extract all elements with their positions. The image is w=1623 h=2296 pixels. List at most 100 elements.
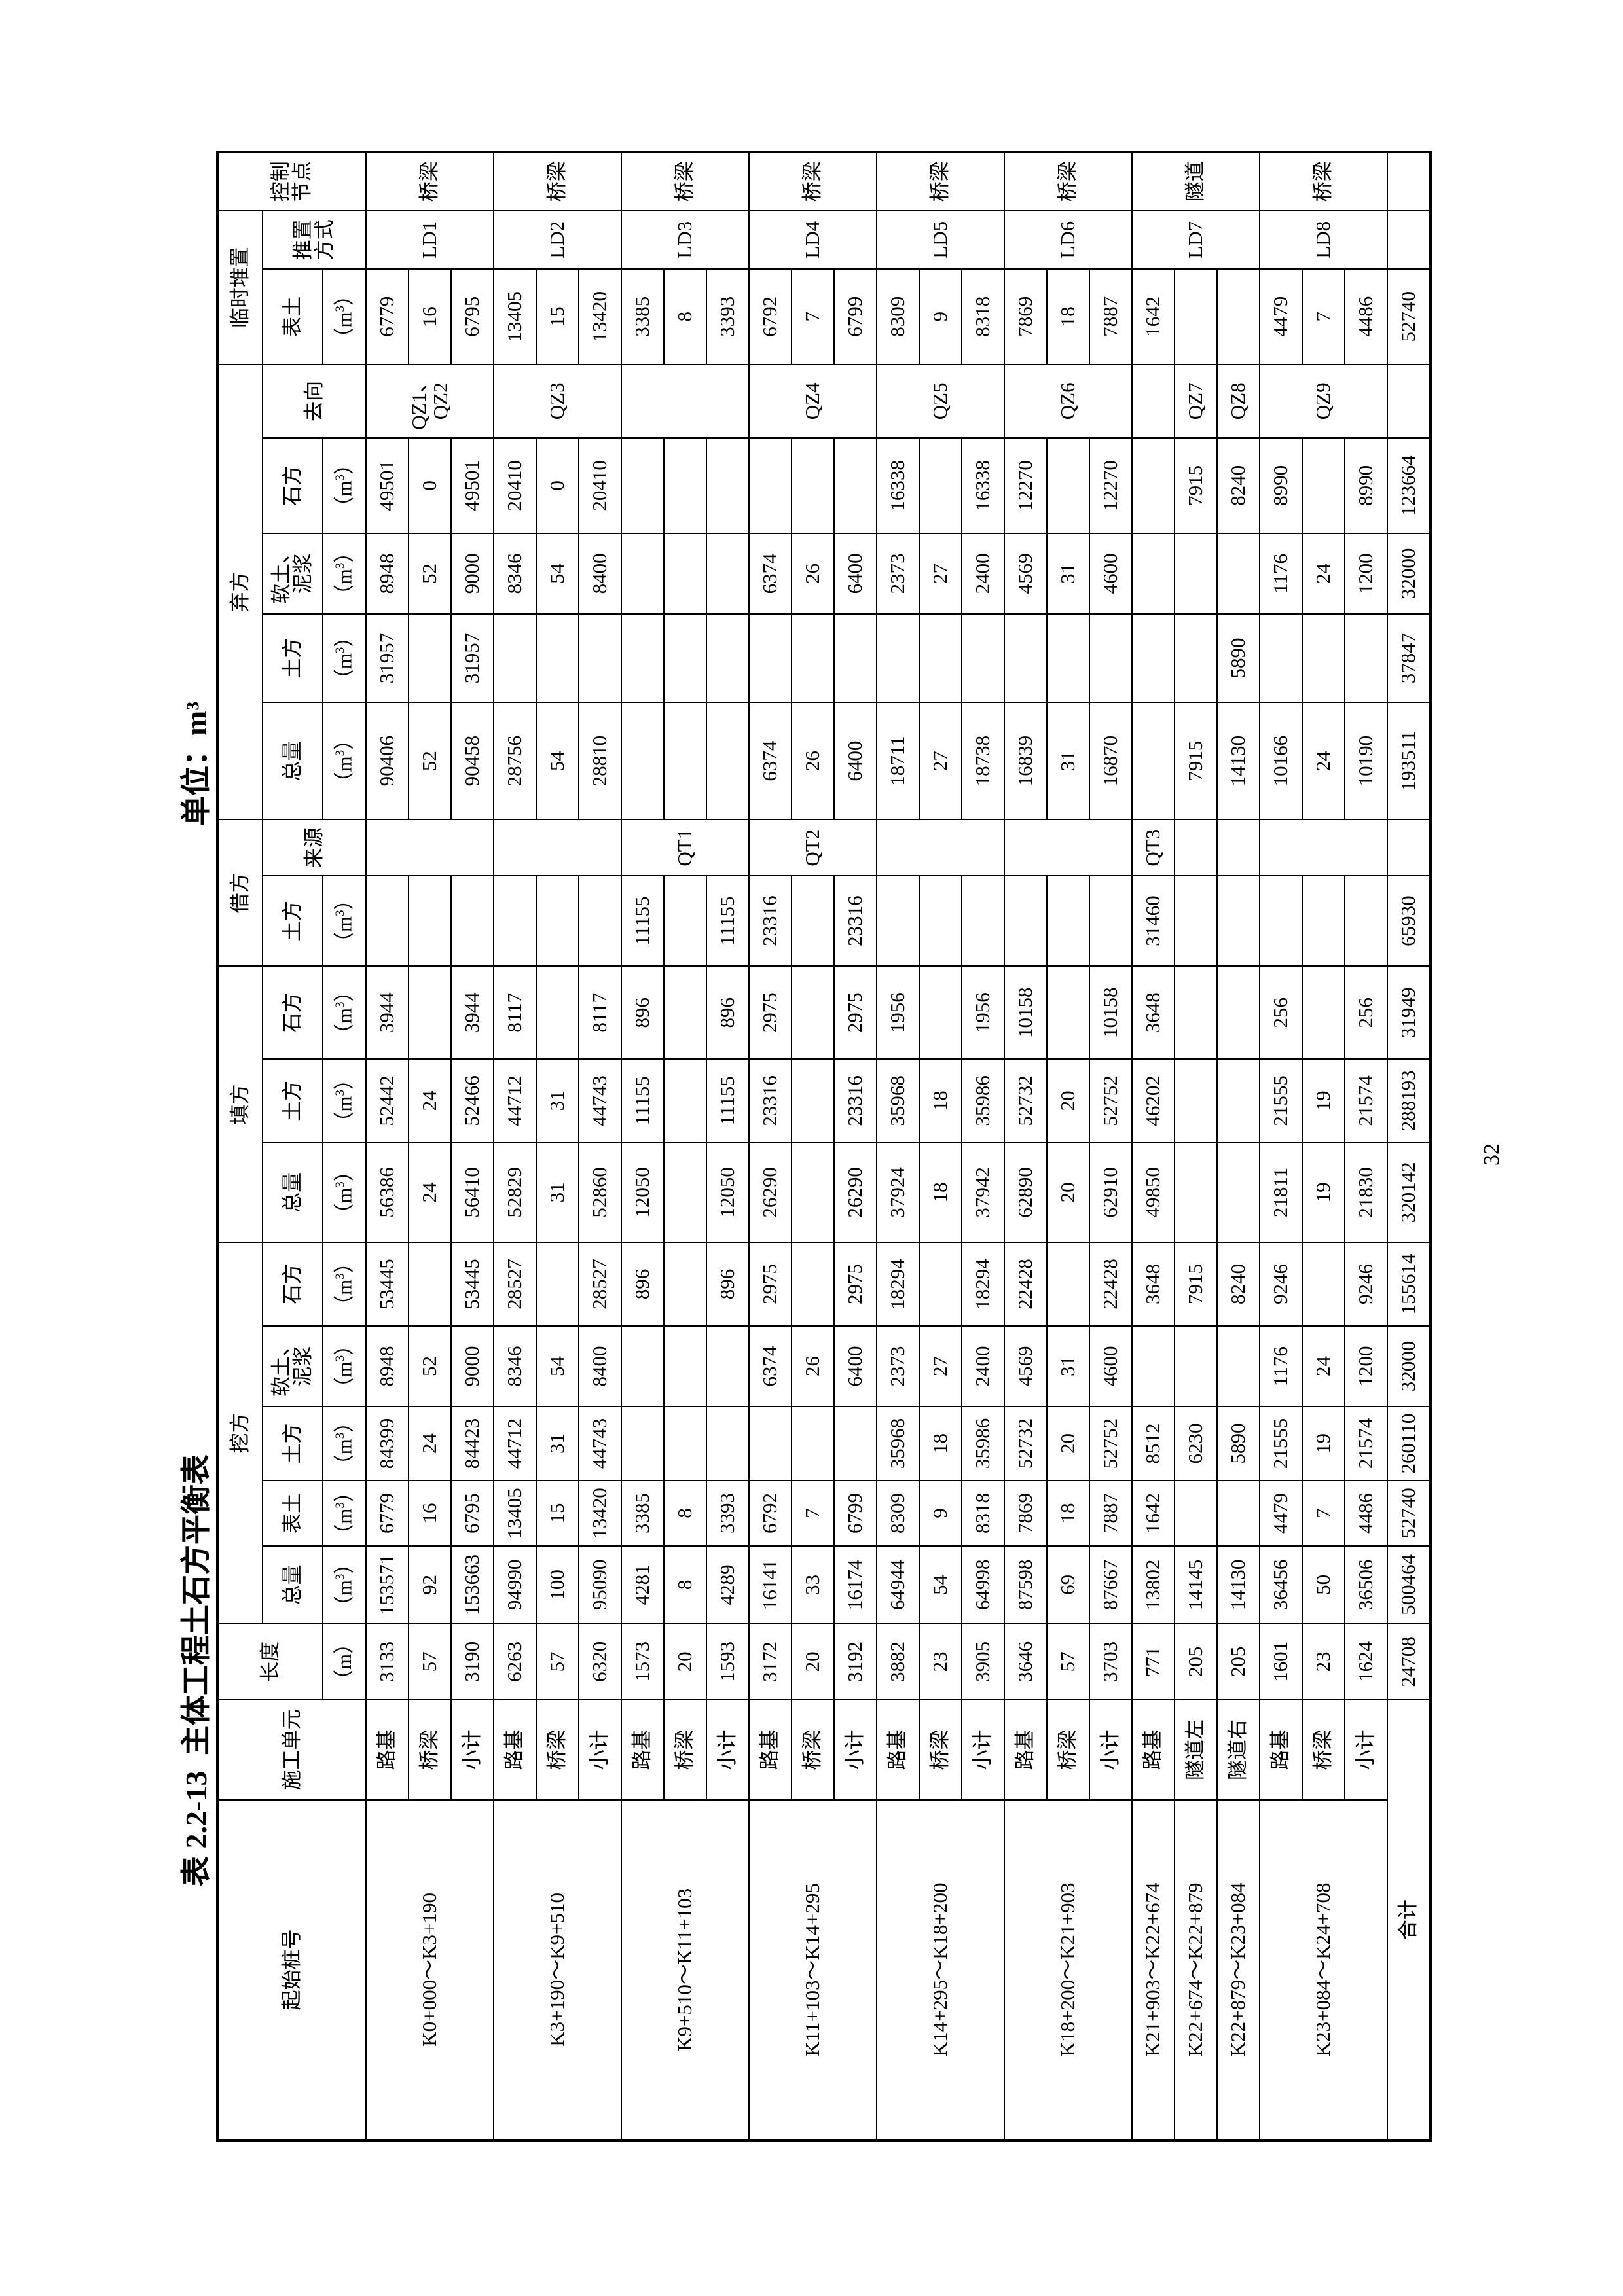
waste-rock-cell [749,438,792,533]
waste-rock-cell [1047,438,1089,533]
borrow-soil-cell [664,875,706,967]
unit-fill-total: （m3） [323,1142,366,1243]
waste-soft-cell: 54 [536,533,579,615]
method-cell: LD4 [749,210,877,269]
cut-soft-cell [1132,1325,1175,1407]
table-row: K22+879～K23+084 隧道右 205 14130 5890 8240 14130 5… [1217,152,1260,2140]
cut-soft-cell: 8400 [579,1325,621,1407]
dest-cell: QZ4 [749,364,877,439]
length-cell: 771 [1132,1623,1175,1700]
cut-soil-cell: 20 [1047,1407,1089,1480]
cut-topsoil-cell: 7 [1302,1480,1345,1547]
cut-rock-cell: 28527 [494,1242,536,1326]
fill-soil-cell: 44712 [494,1059,536,1143]
borrow-soil-cell [409,875,451,967]
waste-total-cell: 10166 [1260,702,1302,820]
fill-total-cell [792,1142,834,1243]
waste-rock-cell [834,438,877,533]
fill-total-cell [1217,1142,1260,1243]
cut-topsoil-cell: 6799 [834,1480,877,1547]
cut-rock-cell: 9246 [1260,1242,1302,1326]
borrow-soil-cell [792,875,834,967]
fill-soil-cell: 52466 [451,1059,494,1143]
unit-cell: 路基 [749,1700,792,1800]
fill-rock-cell: 1956 [877,966,919,1060]
fill-soil-cell: 11155 [706,1059,749,1143]
header-waste-rock: 石方 [263,438,323,533]
borrow-soil-cell [962,875,1004,967]
unit-cut-rock: （m3） [323,1242,366,1326]
waste-soil-cell [1260,614,1302,702]
temp-topsoil-cell: 7 [792,268,834,365]
fill-rock-cell: 3648 [1132,966,1175,1060]
fill-total-cell: 56386 [366,1142,409,1243]
table-row: K23+084～K24+708 路基 1601 36456 4479 21555 1176 9… [1260,152,1387,2140]
header-cut-rock: 石方 [263,1242,323,1326]
waste-soft-cell [1217,533,1260,615]
node-cell: 桥梁 [366,152,494,211]
fill-total-cell: 26290 [749,1142,792,1243]
cut-topsoil-cell: 3385 [621,1480,664,1547]
header-cut-soil: 土方 [263,1407,323,1480]
cut-topsoil-cell: 4486 [1345,1480,1387,1547]
cut-topsoil-cell: 6779 [366,1480,409,1547]
cut-soil-cell: 35968 [877,1407,919,1480]
cut-soil-cell: 44712 [494,1407,536,1480]
cut-soft-cell: 8346 [494,1325,536,1407]
unit-cell: 隧道左 [1175,1700,1217,1800]
fill-soil-cell: 21555 [1260,1059,1302,1143]
waste-soil-cell [1004,614,1047,702]
waste-soil-cell [536,614,579,702]
cut-total-cell: 8 [664,1546,706,1624]
length-cell: 57 [536,1623,579,1700]
unit-temp-topsoil: （m3） [323,268,366,365]
unit-cell: 路基 [1004,1700,1047,1800]
borrow-soil-cell: 23316 [834,875,877,967]
cut-soil-cell: 84399 [366,1407,409,1480]
header-unit: 施工单元 [217,1700,366,1800]
station-cell: K3+190～K9+510 [494,1799,621,2140]
cut-soft-cell: 52 [409,1325,451,1407]
cut-soil-cell: 44743 [579,1407,621,1480]
fill-soil-cell [664,1059,706,1143]
waste-soft-cell: 6400 [834,533,877,615]
borrow-soil-cell: 31460 [1132,875,1175,967]
cut-rock-cell [1047,1242,1089,1326]
fill-total-cell: 20 [1047,1142,1089,1243]
header-cut-soft: 软土、泥浆 [263,1325,323,1407]
unit-waste-rock: （m3） [323,438,366,533]
cut-soft-cell: 24 [1302,1325,1345,1407]
waste-rock-cell: 8240 [1217,438,1260,533]
cut-soil-cell: 52752 [1089,1407,1132,1480]
unit-cell: 桥梁 [536,1700,579,1800]
fill-soil-cell: 31 [536,1059,579,1143]
borrow-soil-cell [1089,875,1132,967]
cut-topsoil-cell: 18 [1047,1480,1089,1547]
cut-total-cell: 14130 [1217,1546,1260,1624]
waste-rock-cell [1132,438,1175,533]
cut-soil-cell [834,1407,877,1480]
temp-topsoil-cell: 6779 [366,268,409,365]
waste-rock-cell [1302,438,1345,533]
waste-soft-cell: 52 [409,533,451,615]
dest-cell: QZ1、QZ2 [366,364,494,439]
waste-rock-cell: 0 [409,438,451,533]
waste-soft-cell: 31 [1047,533,1089,615]
header-waste: 弃方 [217,364,263,820]
cut-rock-cell: 22428 [1089,1242,1132,1326]
cut-total-cell: 33 [792,1546,834,1624]
cut-topsoil-cell: 8318 [962,1480,1004,1547]
cut-soft-cell: 4600 [1089,1325,1132,1407]
table-row: K22+674～K22+879 隧道左 205 14145 6230 7915 7915 79… [1175,152,1217,2140]
cut-soft-cell: 9000 [451,1325,494,1407]
cut-soil-cell: 21574 [1345,1407,1387,1480]
source-cell: QT1 [621,819,749,876]
cut-rock-cell [664,1242,706,1326]
fill-rock-cell [1302,966,1345,1060]
waste-total-cell: 6374 [749,702,792,820]
station-cell: K9+510～K11+103 [621,1799,749,2140]
cut-soil-cell: 24 [409,1407,451,1480]
cut-soft-cell: 1176 [1260,1325,1302,1407]
total-borrow-soil: 65930 [1387,875,1431,967]
header-fill-rock: 石方 [263,966,323,1060]
